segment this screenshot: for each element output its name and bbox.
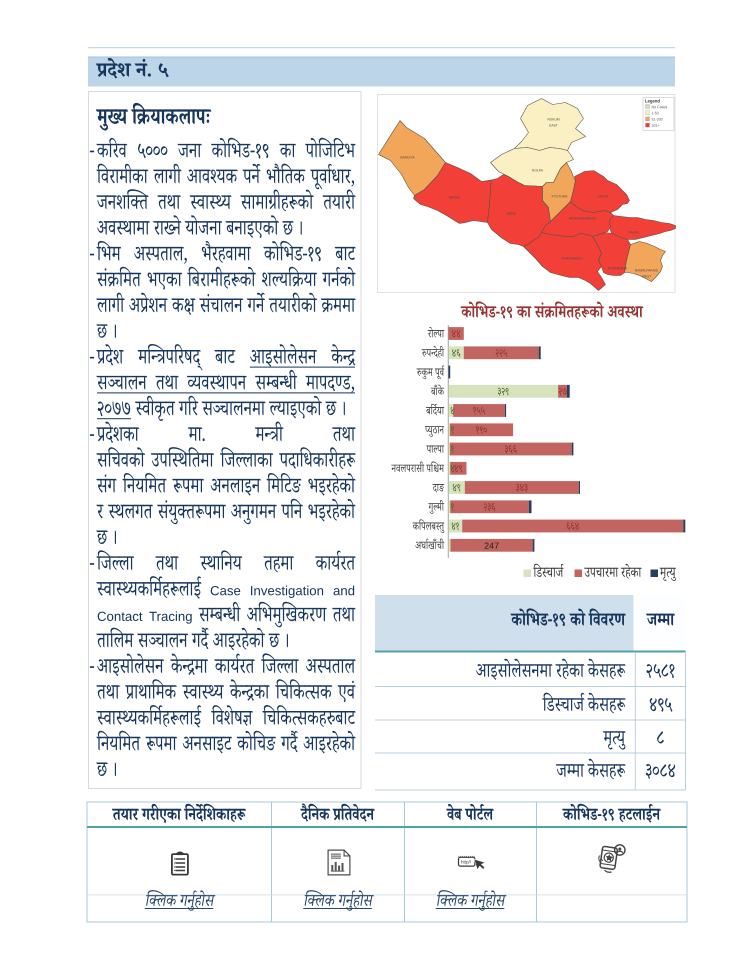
svg-text:http//: http// xyxy=(461,860,472,865)
